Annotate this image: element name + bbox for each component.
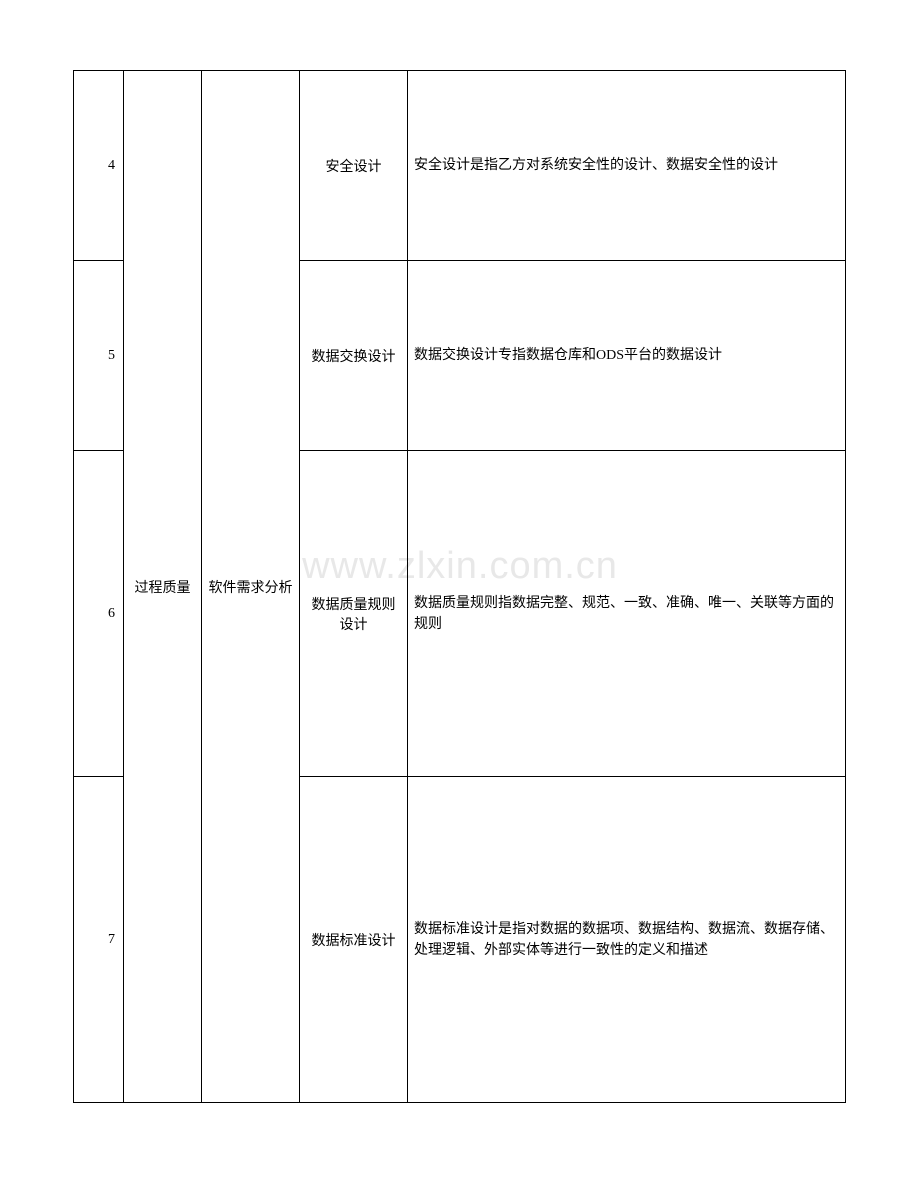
description-cell: 数据交换设计专指数据仓库和ODS平台的数据设计 [408, 261, 846, 451]
category-3-cell: 数据标准设计 [300, 777, 408, 1103]
category-1-cell: 过程质量 [124, 71, 202, 1103]
main-table-container: 4 过程质量 软件需求分析 安全设计 安全设计是指乙方对系统安全性的设计、数据安… [73, 70, 846, 1103]
description-cell: 数据标准设计是指对数据的数据项、数据结构、数据流、数据存储、处理逻辑、外部实体等… [408, 777, 846, 1103]
row-number: 6 [74, 451, 124, 777]
description-cell: 数据质量规则指数据完整、规范、一致、准确、唯一、关联等方面的规则 [408, 451, 846, 777]
category-3-cell: 数据交换设计 [300, 261, 408, 451]
main-table: 4 过程质量 软件需求分析 安全设计 安全设计是指乙方对系统安全性的设计、数据安… [73, 70, 846, 1103]
table-row: 4 过程质量 软件需求分析 安全设计 安全设计是指乙方对系统安全性的设计、数据安… [74, 71, 846, 261]
row-number: 5 [74, 261, 124, 451]
row-number: 7 [74, 777, 124, 1103]
row-number: 4 [74, 71, 124, 261]
category-3-cell: 安全设计 [300, 71, 408, 261]
description-cell: 安全设计是指乙方对系统安全性的设计、数据安全性的设计 [408, 71, 846, 261]
category-3-cell: 数据质量规则设计 [300, 451, 408, 777]
category-2-cell: 软件需求分析 [202, 71, 300, 1103]
